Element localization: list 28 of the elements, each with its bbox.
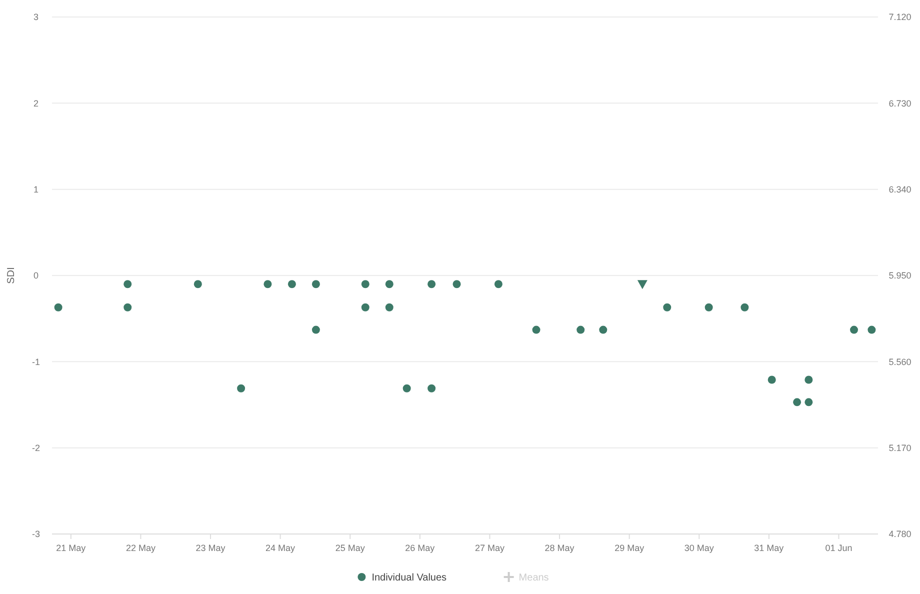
y-tick-label: -2	[32, 442, 40, 453]
x-tick-label: 25 May	[335, 543, 366, 553]
x-tick-label: 01 Jun	[825, 543, 852, 553]
x-tick-label: 22 May	[126, 543, 156, 553]
y-tick-label: -3	[32, 529, 40, 540]
x-tick-label: 31 May	[754, 543, 784, 553]
y2-tick-label: 4.780	[888, 529, 912, 540]
y-tick-label: 2	[33, 98, 39, 108]
y-tick-label: 1	[33, 184, 39, 194]
y-tick-label: 3	[33, 12, 39, 22]
x-tick-label: 26 May	[405, 543, 436, 553]
x-tick-label: 24 May	[266, 543, 296, 553]
x-tick-label: 23 May	[196, 543, 226, 553]
y2-tick-label: 6.730	[888, 98, 912, 108]
y2-tick-label: 7.120	[888, 12, 912, 22]
legend-label: Individual Values	[372, 572, 447, 584]
y2-tick-label: 5.170	[888, 442, 912, 453]
y-tick-label: -1	[32, 356, 40, 367]
x-tick-label: 21 May	[56, 543, 86, 553]
y2-tick-label: 5.560	[888, 356, 912, 367]
x-tick-label: 27 May	[474, 543, 505, 553]
x-tick-label: 29 May	[614, 543, 645, 553]
y2-tick-label: 6.340	[888, 184, 912, 194]
y-tick-label: 0	[33, 270, 39, 281]
y2-tick-label: 5.950	[888, 270, 912, 281]
x-tick-label: 28 May	[544, 543, 575, 553]
x-tick-label: 30 May	[684, 543, 714, 553]
y-axis-title: SDI	[6, 267, 17, 284]
